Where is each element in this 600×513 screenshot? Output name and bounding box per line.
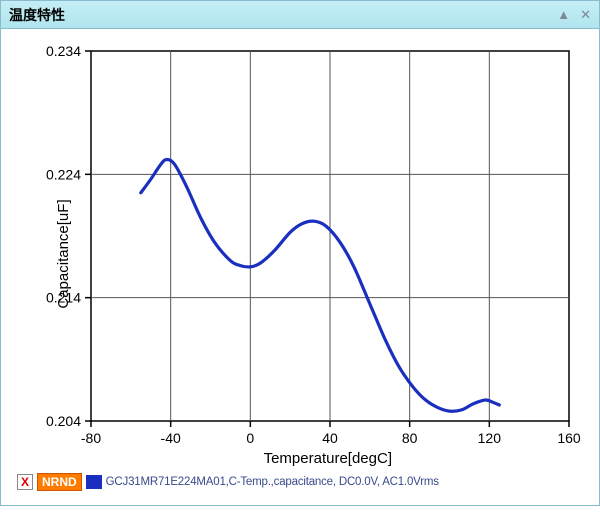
svg-text:80: 80 — [402, 430, 418, 446]
svg-text:-40: -40 — [161, 430, 181, 446]
svg-text:120: 120 — [478, 430, 502, 446]
chart-area: -80-40040801201600.2040.2140.2240.234 Ca… — [11, 39, 587, 469]
panel: 温度特性 ▲ ✕ -80-40040801201600.2040.2140.22… — [0, 0, 600, 506]
svg-text:-80: -80 — [81, 430, 101, 446]
svg-text:0: 0 — [246, 430, 254, 446]
svg-text:0.234: 0.234 — [46, 43, 81, 59]
svg-text:40: 40 — [322, 430, 338, 446]
panel-controls: ▲ ✕ — [557, 7, 591, 23]
legend-checkbox[interactable]: X — [17, 474, 33, 490]
close-icon[interactable]: ✕ — [580, 7, 591, 23]
legend-text: GCJ31MR71E224MA01,C-Temp.,capacitance, D… — [106, 476, 439, 488]
legend: X NRND GCJ31MR71E224MA01,C-Temp.,capacit… — [11, 469, 589, 499]
panel-header: 温度特性 ▲ ✕ — [1, 1, 599, 29]
x-axis-label: Temperature[degC] — [264, 450, 392, 467]
svg-text:0.204: 0.204 — [46, 413, 81, 429]
y-axis-label: Capacitance[uF] — [55, 199, 72, 308]
collapse-icon[interactable]: ▲ — [557, 7, 570, 23]
nrnd-badge: NRND — [37, 473, 82, 491]
panel-body: -80-40040801201600.2040.2140.2240.234 Ca… — [1, 29, 599, 505]
chart-svg: -80-40040801201600.2040.2140.2240.234 — [11, 39, 587, 469]
svg-text:160: 160 — [557, 430, 581, 446]
panel-title: 温度特性 — [9, 5, 557, 25]
svg-text:0.224: 0.224 — [46, 166, 81, 182]
legend-swatch — [86, 475, 102, 489]
legend-checkbox-mark: X — [21, 475, 29, 489]
